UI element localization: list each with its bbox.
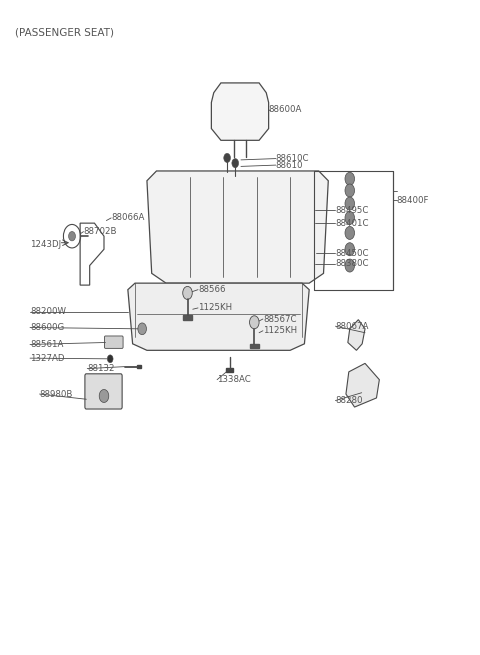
Circle shape — [345, 227, 355, 240]
Text: 88200W: 88200W — [30, 307, 66, 316]
Text: 88610: 88610 — [276, 160, 303, 170]
Circle shape — [138, 323, 146, 335]
Circle shape — [345, 259, 355, 272]
Bar — [250, 344, 259, 348]
Polygon shape — [346, 364, 379, 407]
Text: 1243DJ: 1243DJ — [30, 240, 61, 248]
Text: 88067A: 88067A — [336, 322, 369, 331]
Text: 88401C: 88401C — [336, 219, 369, 228]
Text: 88600A: 88600A — [269, 105, 302, 114]
Text: 88380C: 88380C — [336, 259, 369, 268]
Circle shape — [69, 231, 75, 241]
Text: 1338AC: 1338AC — [217, 375, 251, 384]
Text: 88280: 88280 — [336, 396, 363, 405]
Circle shape — [99, 390, 109, 403]
Circle shape — [224, 153, 230, 162]
Text: 88400F: 88400F — [396, 196, 429, 205]
Text: 88132: 88132 — [87, 364, 115, 373]
Bar — [226, 368, 233, 372]
Text: 88450C: 88450C — [336, 249, 369, 257]
Polygon shape — [211, 83, 269, 140]
Text: 1125KH: 1125KH — [263, 326, 297, 335]
FancyBboxPatch shape — [85, 374, 122, 409]
Circle shape — [232, 159, 239, 168]
Circle shape — [345, 197, 355, 210]
Circle shape — [345, 172, 355, 185]
Polygon shape — [348, 320, 365, 350]
Circle shape — [345, 212, 355, 225]
Text: 88561A: 88561A — [30, 340, 63, 349]
Circle shape — [345, 184, 355, 197]
Circle shape — [183, 286, 192, 299]
Polygon shape — [147, 171, 328, 283]
Text: 88495C: 88495C — [336, 206, 369, 215]
Text: 88610C: 88610C — [276, 154, 309, 163]
Circle shape — [250, 316, 259, 329]
Text: 88567C: 88567C — [263, 314, 297, 324]
Text: 88702B: 88702B — [84, 227, 117, 236]
Text: 1125KH: 1125KH — [198, 303, 232, 312]
Circle shape — [345, 243, 355, 255]
Text: 88566: 88566 — [198, 285, 226, 294]
FancyBboxPatch shape — [105, 336, 123, 348]
Bar — [137, 365, 141, 368]
Text: 88066A: 88066A — [111, 214, 144, 223]
Text: (PASSENGER SEAT): (PASSENGER SEAT) — [15, 28, 114, 37]
Polygon shape — [128, 283, 309, 350]
Circle shape — [108, 355, 113, 363]
Text: 88980B: 88980B — [39, 390, 73, 398]
Bar — [183, 315, 192, 320]
Text: 88600G: 88600G — [30, 323, 64, 332]
Text: 1327AD: 1327AD — [30, 354, 64, 363]
